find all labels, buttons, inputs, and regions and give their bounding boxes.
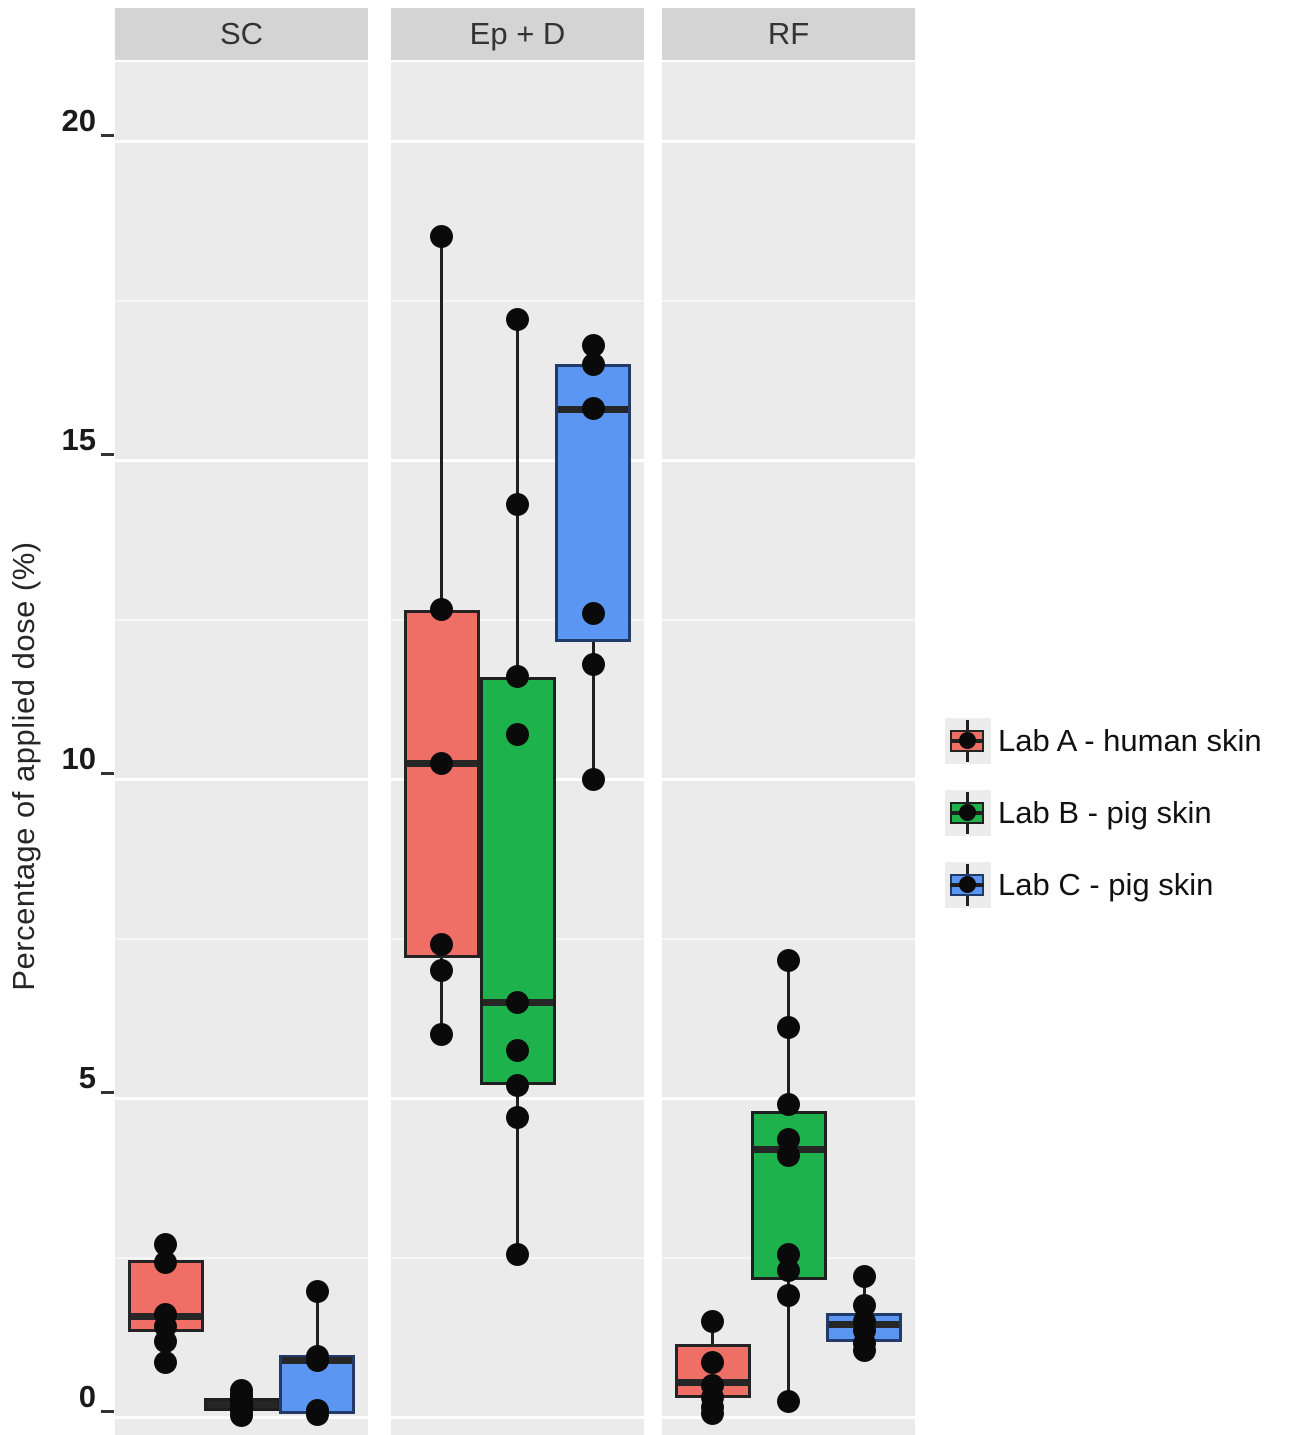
data-point [506,665,529,689]
data-point [430,751,454,775]
legend-entry: Lab A - human skin [945,712,1262,770]
legend-label: Lab A - human skin [998,723,1262,758]
data-point [506,308,529,332]
y-tick-label: 10 [61,741,96,776]
legend-key-boxplot-icon [945,862,991,908]
data-point [506,1105,529,1129]
data-point [506,493,529,517]
y-tick-label: 5 [78,1060,96,1095]
facet-panel-epd [391,62,644,1435]
data-point [701,1309,725,1333]
data-point [777,1016,800,1040]
major-gridline [115,140,368,143]
minor-gridline [391,299,644,302]
data-point [506,1073,529,1097]
data-point [430,933,454,957]
legend-entry: Lab B - pig skin [945,784,1212,842]
data-point [777,1258,800,1282]
major-gridline [391,1416,644,1419]
y-tick-mark [101,134,114,137]
data-point [430,598,454,622]
legend-label: Lab C - pig skin [998,867,1214,902]
data-point [581,652,605,676]
major-gridline [115,778,368,781]
data-point [430,1022,454,1046]
minor-gridline [662,937,915,940]
facet-strip-label: RF [767,16,810,51]
facet-strip-rf: RF [662,8,915,60]
data-point [701,1351,725,1375]
data-point [777,1092,800,1116]
facet-strip-epd: Ep + D [391,8,644,60]
y-tick-label: 15 [61,422,96,457]
y-tick-mark [101,453,114,456]
major-gridline [662,778,915,781]
data-point [701,1402,725,1426]
data-point [154,1251,178,1275]
data-point [581,352,605,376]
data-point [777,1389,800,1413]
data-point [777,1284,800,1308]
major-gridline [662,1416,915,1419]
major-gridline [115,1097,368,1100]
data-point [777,1143,800,1167]
legend-point-glyph [959,876,976,893]
data-point [305,1349,329,1373]
y-tick-mark [101,1091,114,1094]
y-tick-label: 0 [78,1379,96,1414]
data-point [506,1038,529,1062]
major-gridline [662,140,915,143]
facet-panel-rf [662,62,915,1435]
facet-strip-sc: SC [115,8,368,60]
data-point [506,1242,529,1266]
facet-strip-label: Ep + D [469,16,566,51]
legend-point-glyph [959,804,976,821]
data-point [852,1265,876,1289]
legend-point-glyph [959,732,976,749]
box-b [479,676,556,1086]
data-point [852,1338,876,1362]
data-point [777,949,800,973]
data-point [581,601,605,625]
major-gridline [662,459,915,462]
y-tick-label: 20 [61,103,96,138]
data-point [430,225,454,249]
data-point [506,722,529,746]
minor-gridline [662,618,915,621]
data-point [581,333,605,357]
data-point [430,958,454,982]
legend-label: Lab B - pig skin [998,795,1212,830]
major-gridline [115,459,368,462]
data-point [305,1402,329,1426]
minor-gridline [115,299,368,302]
minor-gridline [115,937,368,940]
data-point [230,1404,253,1428]
y-tick-mark [101,772,114,775]
minor-gridline [115,618,368,621]
major-gridline [391,140,644,143]
legend-key-boxplot-icon [945,790,991,836]
legend-key-boxplot-icon [945,718,991,764]
facet-panel-sc [115,62,368,1435]
minor-gridline [115,1256,368,1259]
data-point [506,990,529,1014]
data-point [154,1330,178,1354]
data-point [154,1233,178,1257]
box-a [403,609,480,958]
data-point [154,1350,178,1374]
minor-gridline [662,299,915,302]
data-point [581,767,605,791]
y-tick-mark [101,1410,114,1413]
facet-strip-label: SC [219,16,264,51]
data-point [305,1280,329,1304]
legend-entry: Lab C - pig skin [945,856,1213,914]
data-point [581,397,605,421]
